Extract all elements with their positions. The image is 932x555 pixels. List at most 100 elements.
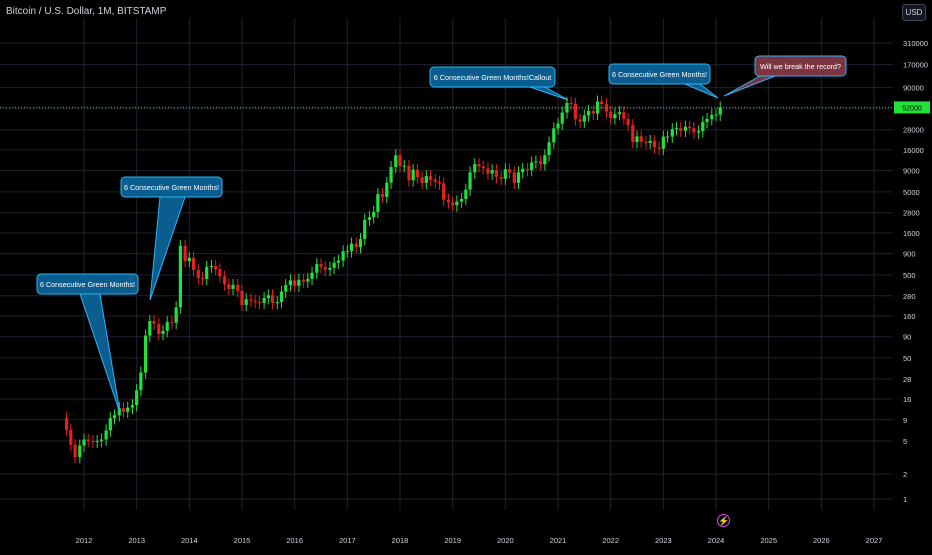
candle-body bbox=[389, 167, 393, 183]
candle-body bbox=[270, 295, 275, 303]
callout-green-months: 6 Consecutive Green Months! bbox=[120, 176, 223, 301]
candle-body bbox=[310, 272, 314, 279]
candle-body bbox=[253, 300, 257, 302]
candle bbox=[161, 324, 165, 341]
x-tick-label: 2025 bbox=[760, 536, 777, 545]
callout-text: 6 Consecutive Green Months!Callout bbox=[434, 73, 551, 82]
candle-body bbox=[231, 284, 235, 289]
candle-body bbox=[354, 243, 358, 248]
candle-body bbox=[582, 115, 586, 122]
y-tick-label: 90 bbox=[903, 333, 911, 342]
candle-body bbox=[697, 131, 701, 133]
candle bbox=[665, 130, 670, 143]
candle-body bbox=[507, 169, 512, 173]
candle bbox=[652, 134, 656, 154]
candle-body bbox=[121, 408, 126, 412]
y-tick-label: 16000 bbox=[903, 146, 924, 155]
candle-body bbox=[446, 199, 451, 203]
y-tick-label: 500 bbox=[903, 271, 916, 280]
candle bbox=[433, 173, 437, 189]
y-tick-label: 5000 bbox=[903, 188, 920, 197]
candle-body bbox=[424, 176, 428, 183]
candle bbox=[609, 105, 613, 125]
candle bbox=[644, 135, 648, 150]
candle bbox=[209, 260, 214, 274]
x-tick-label: 2018 bbox=[392, 536, 409, 545]
candle bbox=[556, 117, 560, 135]
y-tick-label: 5 bbox=[903, 437, 907, 446]
candle-body bbox=[341, 251, 345, 261]
candle bbox=[692, 122, 696, 139]
last-price-tag bbox=[894, 101, 930, 114]
candle bbox=[503, 163, 507, 185]
candle-body bbox=[591, 110, 595, 114]
candle-body bbox=[618, 112, 622, 115]
candle-body bbox=[521, 168, 525, 173]
lightning-icon[interactable]: ⚡ bbox=[717, 514, 730, 527]
candle-body bbox=[236, 284, 240, 291]
candle bbox=[99, 433, 103, 448]
candle-body bbox=[332, 262, 336, 268]
candle-body bbox=[411, 169, 415, 181]
candle-body bbox=[464, 189, 468, 199]
candle bbox=[341, 245, 345, 267]
candle bbox=[336, 254, 340, 269]
candle-body bbox=[86, 439, 90, 441]
candle-body bbox=[91, 440, 95, 442]
candle bbox=[293, 274, 297, 293]
candle-body bbox=[214, 265, 218, 270]
callout-green-months: 6 Consecutive Green Months! bbox=[608, 63, 719, 99]
candle bbox=[218, 263, 222, 283]
symbol-title[interactable]: Bitcoin / U.S. Dollar, 1M, BITSTAMP bbox=[6, 6, 167, 17]
x-tick-label: 2026 bbox=[813, 536, 830, 545]
candle-body bbox=[73, 444, 77, 458]
candle-body bbox=[223, 276, 227, 285]
candle bbox=[332, 256, 336, 275]
candle-body bbox=[174, 307, 178, 323]
candle bbox=[521, 162, 525, 179]
candle-body bbox=[635, 136, 639, 143]
candle bbox=[407, 159, 411, 187]
candle bbox=[670, 123, 674, 143]
candle bbox=[688, 120, 692, 135]
callout-question: Will we break the record? bbox=[723, 55, 847, 97]
candle bbox=[648, 134, 652, 150]
candle-body bbox=[437, 181, 442, 184]
candle-body bbox=[187, 257, 191, 262]
candle bbox=[279, 285, 284, 309]
candle-body bbox=[473, 164, 477, 173]
callout-box bbox=[754, 55, 847, 77]
y-tick-label: 1 bbox=[903, 495, 907, 504]
y-tick-label: 50 bbox=[903, 354, 911, 363]
y-tick-label: 2 bbox=[903, 470, 907, 479]
candle-body bbox=[183, 245, 187, 262]
candle-body bbox=[288, 280, 293, 286]
candle bbox=[679, 122, 683, 138]
candle bbox=[600, 95, 604, 111]
candle bbox=[345, 245, 349, 258]
candle-body bbox=[279, 291, 284, 302]
candle-body bbox=[157, 323, 161, 335]
candle-body bbox=[227, 284, 231, 289]
candle-body bbox=[323, 266, 327, 270]
candle bbox=[705, 112, 709, 129]
candle bbox=[231, 278, 235, 296]
candle-body bbox=[460, 198, 464, 202]
candle-body bbox=[284, 285, 288, 292]
x-tick-label: 2019 bbox=[444, 536, 461, 545]
y-tick-label: 310000 bbox=[903, 39, 928, 48]
y-tick-label: 280 bbox=[903, 292, 916, 301]
currency-button[interactable]: USD bbox=[902, 4, 926, 21]
x-tick-label: 2015 bbox=[234, 536, 251, 545]
candle bbox=[178, 239, 182, 314]
candle-body bbox=[205, 266, 209, 279]
candle-body bbox=[530, 162, 534, 171]
candle bbox=[82, 433, 86, 452]
candle-body bbox=[144, 335, 148, 373]
candle bbox=[547, 136, 551, 162]
candle bbox=[104, 424, 108, 446]
candle-body bbox=[556, 123, 560, 129]
candle-body bbox=[692, 128, 696, 133]
